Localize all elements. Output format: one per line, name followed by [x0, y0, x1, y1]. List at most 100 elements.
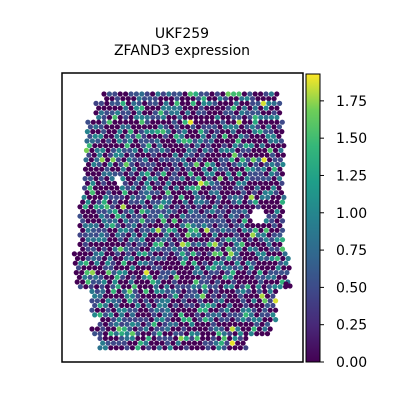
- spot-point: [98, 274, 104, 280]
- spot-point: [173, 133, 179, 139]
- spot-point: [201, 124, 207, 130]
- spot-point: [196, 284, 202, 290]
- spot-point: [254, 331, 260, 337]
- spot-point: [260, 185, 266, 191]
- spot-point: [90, 119, 96, 125]
- spot-point: [96, 161, 102, 168]
- spot-point: [263, 218, 269, 224]
- spot-point: [154, 317, 160, 323]
- spot-point: [181, 307, 187, 313]
- spot-point: [144, 119, 150, 125]
- colorbar-ticks: 0.000.250.500.751.001.251.501.75: [320, 94, 367, 371]
- spot-point: [96, 218, 102, 224]
- spot-point: [152, 96, 158, 102]
- spot-point: [204, 237, 210, 243]
- spot-point: [206, 176, 212, 182]
- spot-point: [281, 143, 287, 149]
- spot-point: [209, 246, 215, 252]
- spot-point: [219, 138, 225, 144]
- spot-point: [108, 321, 114, 327]
- spot-point: [217, 241, 223, 247]
- spot-point: [161, 246, 167, 252]
- spot-point: [236, 246, 242, 252]
- spot-point: [123, 119, 129, 125]
- spot-point: [211, 274, 217, 280]
- spot-point: [189, 312, 195, 318]
- spot-point: [129, 331, 136, 337]
- spot-point: [173, 194, 179, 200]
- spot-point: [187, 114, 194, 121]
- spot-point: [112, 255, 118, 262]
- spot-point: [121, 260, 127, 266]
- spot-point: [105, 326, 111, 332]
- spot-point: [272, 284, 278, 290]
- spot-point: [168, 185, 174, 191]
- spot-point: [82, 223, 88, 229]
- spot-point: [200, 302, 206, 309]
- spot-point: [154, 307, 160, 313]
- spot-point: [187, 270, 193, 276]
- spot-point: [255, 223, 261, 229]
- spot-point: [215, 227, 221, 233]
- spot-point: [276, 185, 282, 191]
- spot-point: [87, 133, 93, 139]
- spot-point: [219, 307, 225, 313]
- spot-point: [260, 124, 266, 130]
- spot-point: [136, 185, 142, 191]
- spot-point: [92, 302, 98, 309]
- spot-point: [231, 208, 237, 215]
- spot-point: [250, 241, 256, 247]
- spot-point: [212, 284, 218, 290]
- spot-point: [233, 176, 239, 182]
- spot-point: [263, 246, 269, 252]
- spot-point: [252, 114, 258, 121]
- spot-point: [84, 190, 90, 196]
- spot-point: [206, 185, 212, 191]
- spot-point: [236, 279, 242, 285]
- spot-point: [136, 204, 142, 210]
- spot-point: [99, 260, 105, 266]
- spot-point: [215, 218, 221, 224]
- spot-point: [144, 279, 150, 285]
- spot-point: [225, 237, 232, 243]
- spot-point: [209, 208, 215, 215]
- spot-point: [111, 270, 117, 276]
- spot-point: [210, 302, 217, 309]
- spot-point: [255, 176, 261, 182]
- spot-point: [152, 185, 158, 191]
- spot-point: [261, 260, 267, 266]
- spot-point: [270, 194, 276, 200]
- spot-point: [271, 274, 277, 280]
- spot-point: [96, 114, 102, 121]
- spot-point: [269, 199, 275, 205]
- spot-point: [120, 213, 126, 219]
- spot-point: [115, 223, 121, 229]
- spot-point: [175, 288, 181, 294]
- spot-point: [153, 204, 159, 210]
- spot-point: [258, 246, 264, 252]
- spot-point: [173, 265, 179, 271]
- spot-point: [237, 335, 243, 341]
- spot-point: [121, 307, 127, 313]
- spot-point: [109, 166, 116, 172]
- spot-point: [98, 100, 104, 106]
- spot-point: [218, 260, 224, 266]
- spot-point: [259, 194, 265, 200]
- spot-point: [114, 133, 120, 139]
- spot-point: [111, 138, 117, 144]
- spot-point: [271, 241, 277, 247]
- spot-layer: [71, 91, 293, 351]
- spot-point: [169, 223, 175, 229]
- spot-point: [105, 317, 111, 323]
- spot-point: [119, 335, 125, 341]
- spot-point: [197, 307, 203, 313]
- spot-point: [127, 340, 133, 346]
- spot-point: [233, 133, 239, 139]
- spot-point: [95, 270, 101, 276]
- spot-point: [146, 194, 152, 200]
- spot-point: [191, 260, 197, 266]
- spot-point: [171, 208, 178, 215]
- spot-point: [252, 180, 258, 186]
- spot-point: [259, 321, 265, 327]
- spot-point: [183, 152, 189, 158]
